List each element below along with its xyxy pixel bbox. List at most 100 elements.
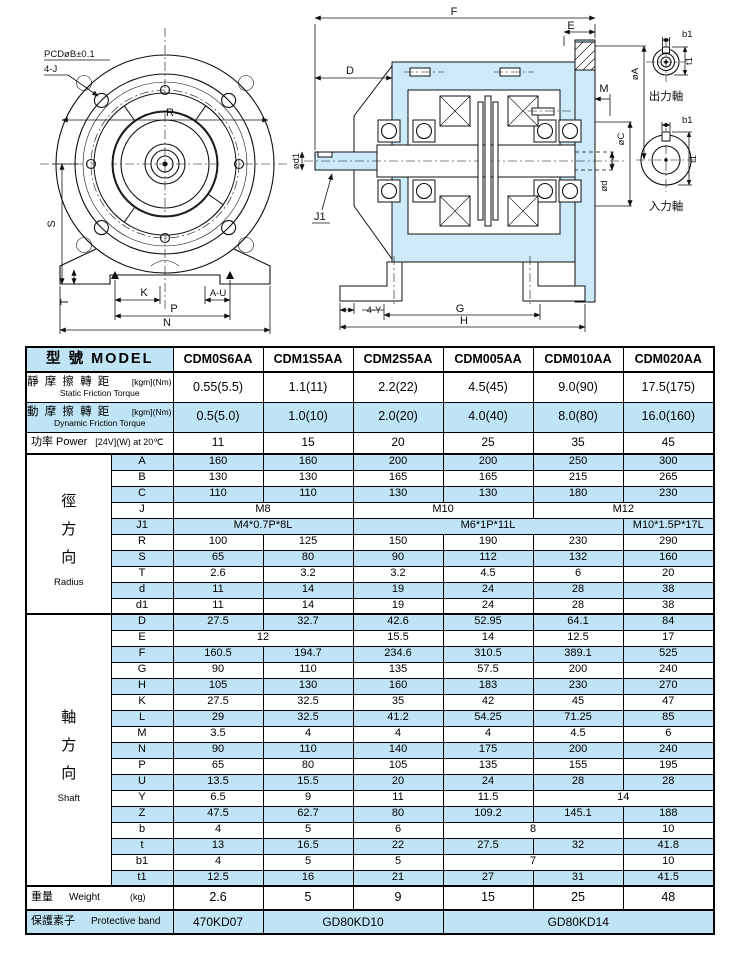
dim-value: M10*1.5P*17L bbox=[622, 517, 715, 535]
group-label-shaft: 軸方向 Shaft bbox=[25, 613, 112, 887]
foot-right bbox=[522, 261, 586, 302]
dim-value: 160 bbox=[262, 453, 354, 471]
dim-value: 32.7 bbox=[262, 613, 354, 631]
table-row: E 12 15.5 14 12.5 17 bbox=[26, 629, 715, 647]
dim-symbol: L bbox=[110, 709, 174, 727]
dim-label-G: G bbox=[456, 303, 465, 315]
dim-symbol: U bbox=[110, 773, 174, 791]
dim-value: 64.1 bbox=[532, 613, 624, 631]
dim-value: 165 bbox=[352, 469, 444, 487]
dim-value: 165 bbox=[442, 469, 534, 487]
dim-value: M12 bbox=[532, 501, 715, 519]
protective-value: GD80KD10 bbox=[262, 909, 444, 935]
dim-value: 21 bbox=[352, 869, 444, 887]
dim-label-t1-out: t1 bbox=[684, 57, 695, 65]
dim-value: 6 bbox=[352, 821, 444, 839]
dim-value: 200 bbox=[442, 453, 534, 471]
dim-value: 28 bbox=[622, 773, 715, 791]
dim-value: 110 bbox=[262, 741, 354, 759]
dim-value: 19 bbox=[352, 597, 444, 615]
spec-value: 17.5(175) bbox=[622, 371, 715, 403]
dim-value: 5 bbox=[262, 853, 354, 871]
dim-value: 71.25 bbox=[532, 709, 624, 727]
dim-value: 130 bbox=[262, 677, 354, 695]
dim-value: 183 bbox=[442, 677, 534, 695]
dim-value: 85 bbox=[622, 709, 715, 727]
dim-value: 90 bbox=[172, 741, 264, 759]
table-row: 功率 Power [24V](W) at 20℃ 11 15 20 25 35 45 bbox=[25, 431, 715, 455]
dim-value: 29 bbox=[172, 709, 264, 727]
weight-value: 2.6 bbox=[172, 885, 264, 911]
dim-value: 65 bbox=[172, 549, 264, 567]
dim-value: M8 bbox=[172, 501, 354, 519]
dim-value: 57.5 bbox=[442, 661, 534, 679]
dim-value: 27.5 bbox=[172, 693, 264, 711]
group-label-radius: 徑方向 Radius bbox=[25, 453, 112, 615]
dim-value: 27.5 bbox=[442, 837, 534, 855]
output-shaft-title: 出力軸 bbox=[649, 89, 684, 103]
dim-label-J1: J1 bbox=[314, 211, 326, 223]
table-row: d 11 14 19 24 28 38 bbox=[26, 581, 715, 599]
dim-value: 175 bbox=[442, 741, 534, 759]
table-row: B 130 130 165 165 215 265 bbox=[26, 469, 715, 487]
dim-value: 230 bbox=[532, 533, 624, 551]
dim-value: 24 bbox=[442, 597, 534, 615]
dim-value: 11 bbox=[352, 789, 444, 807]
dim-value: 160 bbox=[172, 453, 264, 471]
dim-value: 16.5 bbox=[262, 837, 354, 855]
dim-value: 145.1 bbox=[532, 805, 624, 823]
table-row: T 2.6 3.2 3.2 4.5 6 20 bbox=[26, 565, 715, 583]
dim-value: 150 bbox=[352, 533, 444, 551]
dim-value: 41.2 bbox=[352, 709, 444, 727]
bearings bbox=[377, 119, 582, 203]
dim-value: 3.2 bbox=[262, 565, 354, 583]
dim-value: 180 bbox=[532, 485, 624, 503]
table-row: Z 47.5 62.7 80 109.2 145.1 188 bbox=[26, 805, 715, 823]
dim-value: M4*0.7P*8L bbox=[172, 517, 354, 535]
table-row: U 13.5 15.5 20 24 28 28 bbox=[26, 773, 715, 791]
dim-label-M: M bbox=[599, 83, 608, 95]
dim-value: 140 bbox=[352, 741, 444, 759]
table-row: 型 號 MODEL CDM0S6AA CDM1S5AA CDM2S5AA CDM005A… bbox=[25, 346, 715, 373]
dim-value: 3.2 bbox=[352, 565, 444, 583]
dim-value: 290 bbox=[622, 533, 715, 551]
table-row: F 160.5 194.7 234.6 310.5 389.1 525 bbox=[26, 645, 715, 663]
dim-value: 65 bbox=[172, 757, 264, 775]
dim-value: 7 bbox=[442, 853, 624, 871]
spec-value: 2.2(22) bbox=[352, 371, 444, 403]
dim-value: 28 bbox=[532, 597, 624, 615]
model-name: CDM020AA bbox=[622, 346, 715, 373]
dim-value: 250 bbox=[532, 453, 624, 471]
table-row: R 100 125 150 190 230 290 bbox=[26, 533, 715, 551]
dim-symbol: B bbox=[110, 469, 174, 487]
dim-value: 230 bbox=[622, 485, 715, 503]
dim-value: 15.5 bbox=[262, 773, 354, 791]
dim-label-oa: øA bbox=[630, 67, 641, 80]
dim-label-od1: ød1 bbox=[292, 153, 302, 169]
dim-symbol: K bbox=[110, 693, 174, 711]
dim-value: M10 bbox=[352, 501, 534, 519]
dim-value: 195 bbox=[622, 757, 715, 775]
table-row: P 65 80 105 135 155 195 bbox=[26, 757, 715, 775]
dim-value: 100 bbox=[172, 533, 264, 551]
dim-value: 47 bbox=[622, 693, 715, 711]
dim-label-b1-out: b1 bbox=[682, 29, 693, 40]
dim-symbol: F bbox=[110, 645, 174, 663]
dim-value: 2.6 bbox=[172, 565, 264, 583]
dim-value: 300 bbox=[622, 453, 715, 471]
dim-value: 234.6 bbox=[352, 645, 444, 663]
table-row: C 110 110 130 130 180 230 bbox=[26, 485, 715, 503]
dim-label-F: F bbox=[451, 6, 458, 18]
dim-label-S: S bbox=[46, 220, 58, 227]
power-value: 45 bbox=[622, 431, 715, 455]
table-row: S 65 80 90 112 132 160 bbox=[26, 549, 715, 567]
table-row: K 27.5 32.5 35 42 45 47 bbox=[26, 693, 715, 711]
dim-label-K: K bbox=[140, 287, 148, 299]
dim-value: 5 bbox=[352, 853, 444, 871]
power-value: 15 bbox=[262, 431, 354, 455]
dim-value: 130 bbox=[262, 469, 354, 487]
coils bbox=[439, 95, 539, 227]
dim-value: 230 bbox=[532, 677, 624, 695]
dim-value: 28 bbox=[532, 773, 624, 791]
